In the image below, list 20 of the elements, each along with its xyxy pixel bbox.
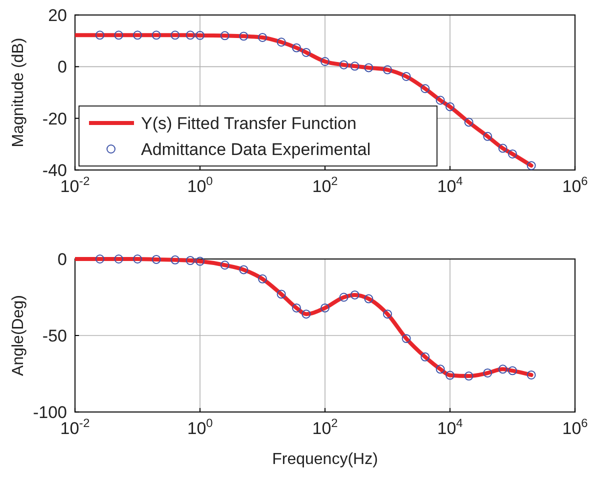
legend-label: Y(s) Fitted Transfer Function	[141, 114, 356, 133]
y-axis-title: Magnitude (dB)	[10, 38, 27, 148]
y-tick-label: -20	[42, 109, 67, 128]
x-tick-label: 10$^{6}$	[562, 174, 588, 196]
y-tick-label: 0	[58, 250, 67, 269]
x-tick-label: 10$^{4}$	[437, 174, 464, 196]
y-tick-label: -50	[42, 326, 67, 346]
x-tick-label: 10$^{2}$	[312, 174, 338, 196]
y-tick-label: -100	[32, 402, 67, 422]
x-tick-label: 10$^{0}$	[187, 416, 214, 438]
x-tick-label: 10$^{6}$	[562, 416, 588, 438]
y-axis-title: Angle(Deg)	[10, 295, 27, 376]
x-axis-title: Frequency(Hz)	[272, 451, 378, 468]
y-tick-label: -40	[42, 160, 67, 180]
y-tick-label: 20	[48, 6, 67, 25]
x-tick-label: 10$^{0}$	[187, 174, 214, 196]
x-tick-label: 10$^{2}$	[312, 416, 338, 438]
legend-label: Admittance Data Experimental	[141, 140, 371, 159]
x-tick-label: 10$^{4}$	[437, 416, 464, 438]
y-tick-label: 0	[58, 58, 67, 77]
